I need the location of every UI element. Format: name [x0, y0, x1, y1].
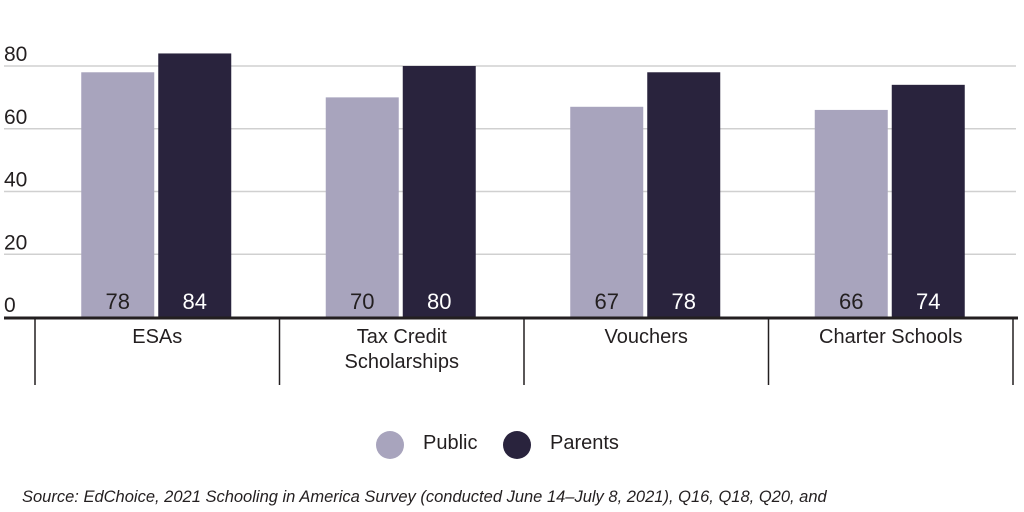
x-category-label: Scholarships [344, 351, 459, 373]
data-label: 80 [427, 289, 451, 314]
legend-swatch-public [376, 431, 404, 459]
x-category-label: Charter Schools [819, 326, 962, 348]
y-tick-label: 60 [4, 106, 27, 129]
data-label: 66 [839, 289, 863, 314]
bar-parents [158, 53, 232, 317]
data-label: 84 [183, 289, 207, 314]
y-tick-label: 40 [4, 169, 27, 192]
bar-parents [647, 72, 721, 318]
data-label: 78 [672, 289, 696, 314]
y-tick-label: 20 [4, 231, 27, 254]
legend-swatch-parents [503, 431, 531, 459]
data-label: 70 [350, 289, 374, 314]
bar-public [570, 106, 644, 317]
data-label: 78 [106, 289, 130, 314]
x-category-label: Tax Credit [357, 326, 447, 348]
legend-label: Public [423, 432, 477, 454]
y-tick-label: 80 [4, 43, 27, 66]
bar-public [814, 109, 888, 317]
x-category-label: ESAs [132, 326, 182, 348]
data-label: 74 [916, 289, 940, 314]
source-note: Source: EdChoice, 2021 Schooling in Amer… [22, 488, 828, 506]
bar-parents [891, 84, 965, 317]
data-label: 67 [595, 289, 619, 314]
legend-label: Parents [550, 432, 619, 454]
x-category-label: Vouchers [605, 326, 688, 348]
bar-public [81, 72, 155, 318]
y-tick-label: 0 [4, 294, 16, 317]
bar-public [325, 97, 399, 317]
bar-parents [402, 66, 476, 317]
